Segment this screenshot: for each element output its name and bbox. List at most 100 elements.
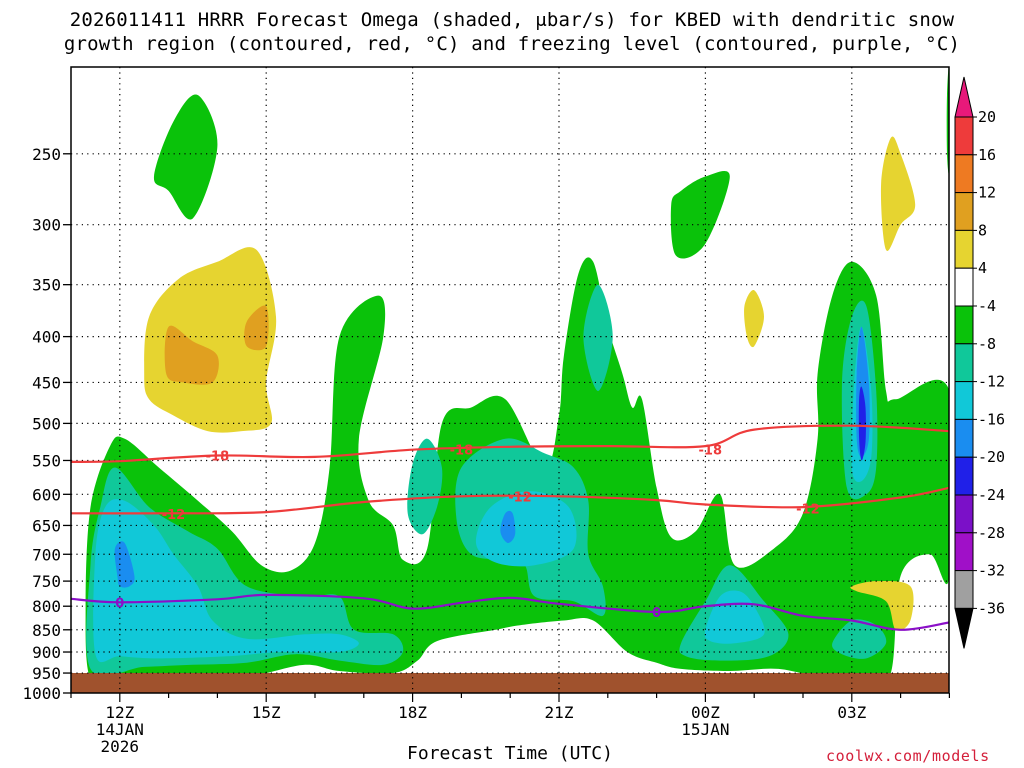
x-tick-label-15Z: 15Z: [226, 704, 306, 755]
colorbar-swatch-4: [954, 229, 974, 269]
contour-label-5: -12: [796, 502, 820, 517]
colorbar-swatch-9: [954, 418, 974, 458]
colorbar-label-9: -20: [978, 448, 1005, 466]
x-tick-label-03Z: 03Z: [812, 704, 892, 755]
x-tick-label-00Z: 00Z 15JAN: [665, 704, 745, 755]
colorbar-swatch-6: [954, 305, 974, 345]
y-axis-pressure-ticks: 250 300 350 400 450 500 550 600 650 700 750 800 850 9…: [22, 145, 71, 703]
colorbar-swatch-3: [954, 192, 974, 231]
y-tick-label-400: 400: [32, 328, 61, 347]
contour-label-7: 0: [652, 606, 661, 621]
colorbar-label-8: -16: [978, 410, 1005, 428]
omega-region--8-5: [407, 438, 443, 535]
colorbar-swatch-13: [954, 570, 974, 609]
x-tick-label-18Z: 18Z: [373, 704, 453, 755]
omega-region--4-1: [153, 94, 218, 220]
x-tick-text-18Z-1: [373, 721, 453, 738]
omega-region--8-7: [583, 284, 613, 391]
x-tick-text-18Z-0: 18Z: [398, 703, 428, 722]
x-tick-text-00Z-1: 15JAN: [681, 720, 730, 739]
colorbar-label-0: 20: [978, 108, 996, 126]
source-credit[interactable]: coolwx.com/models: [826, 747, 990, 765]
omega-region-4-24: [850, 580, 914, 631]
y-tick-label-350: 350: [32, 276, 61, 295]
omega-region--8-10: [832, 619, 887, 659]
colorbar-label-4: 4: [978, 259, 987, 277]
x-tick-label-12Z: 12Z 14JAN 2026: [80, 704, 160, 755]
contour-label-3: -12: [162, 508, 186, 523]
colorbar-top-arrow: [954, 76, 974, 118]
colorbar-label-11: -28: [978, 524, 1005, 542]
y-tick-label-250: 250: [32, 145, 61, 164]
chart-title-line2: growth region (contoured, red, °C) and f…: [63, 33, 961, 55]
x-axis-tick-marks: [70, 693, 951, 702]
omega-colorbar: 20 16 12 8 4 -4 -8 -12 -16 -20 -24 -28 -32 -36: [954, 76, 1005, 649]
y-tick-label-550: 550: [32, 451, 61, 470]
omega-region--4-2: [670, 170, 730, 259]
contour-label-6: 0: [115, 596, 124, 611]
x-tick-text-15Z-1: [226, 721, 306, 738]
y-tick-label-950: 950: [32, 664, 61, 683]
colorbar-label-5: -4: [978, 297, 996, 315]
omega-region-4-19: [144, 247, 277, 433]
omega-region--12-11: [93, 499, 359, 663]
omega-region--16-16: [500, 510, 516, 544]
x-tick-text-21Z-1: [519, 721, 599, 738]
contour-line--18: [71, 424, 949, 463]
y-tick-label-650: 650: [32, 516, 61, 535]
y-tick-label-800: 800: [32, 597, 61, 616]
omega-region-8-21: [244, 305, 269, 351]
x-tick-label-21Z: 21Z: [519, 704, 599, 755]
contour-label-4: -12: [508, 490, 532, 505]
colorbar-swatch-8: [954, 381, 974, 420]
y-tick-label-450: 450: [32, 373, 61, 392]
y-tick-label-700: 700: [32, 545, 61, 564]
y-tick-label-1000: 1000: [22, 684, 61, 703]
colorbar-label-2: 12: [978, 184, 996, 202]
colorbar-label-1: 16: [978, 146, 996, 164]
omega-region--12-12: [475, 491, 577, 567]
contour-line--12: [71, 486, 949, 515]
y-tick-label-600: 600: [32, 485, 61, 504]
contour-line-0: [71, 593, 949, 631]
y-tick-label-750: 750: [32, 572, 61, 591]
x-tick-text-03Z-0: 03Z: [837, 703, 867, 722]
chart-title-line1: 2026011411 HRRR Forecast Omega (shaded, …: [69, 9, 955, 31]
colorbar-label-12: -32: [978, 562, 1005, 580]
contour-label-2: -18: [699, 444, 723, 459]
colorbar-swatch-10: [954, 456, 974, 496]
contour-label-0: -18: [206, 449, 230, 464]
y-tick-label-900: 900: [32, 643, 61, 662]
omega-region-8-20: [164, 325, 219, 385]
colorbar-swatch-7: [954, 343, 974, 383]
grid-lines: [71, 67, 949, 693]
contour-label-1: -18: [450, 444, 474, 459]
colorbar-bottom-arrow: [954, 607, 974, 649]
colorbar-swatch-11: [954, 494, 974, 534]
x-tick-text-21Z-0: 21Z: [544, 703, 574, 722]
colorbar-swatch-1: [954, 116, 974, 156]
colorbar-swatch-12: [954, 532, 974, 572]
x-tick-text-12Z-2: 2026: [100, 737, 140, 756]
x-tick-text-15Z-2: [226, 738, 306, 755]
y-tick-label-500: 500: [32, 414, 61, 433]
colorbar-label-7: -12: [978, 373, 1005, 391]
x-tick-text-03Z-1: [812, 721, 892, 738]
x-axis-title: Forecast Time (UTC): [407, 743, 613, 764]
colorbar-label-6: -8: [978, 335, 996, 353]
y-tick-label-300: 300: [32, 216, 61, 235]
ground-below-surface: [71, 673, 949, 693]
omega-region--16-15: [114, 541, 135, 588]
x-tick-text-00Z-0: 00Z: [690, 703, 720, 722]
colorbar-label-3: 8: [978, 221, 987, 239]
colorbar-swatch-2: [954, 154, 974, 194]
omega-shading: [85, 67, 949, 686]
temperature-contours: -18 -18 -18 -12 -12 -12 0 0: [71, 424, 949, 631]
colorbar-label-10: -24: [978, 486, 1005, 504]
omega-region--20-18: [858, 386, 866, 461]
y-tick-label-850: 850: [32, 621, 61, 640]
omega-region-4-23: [744, 290, 764, 348]
omega-region-4-22: [880, 136, 916, 251]
colorbar-label-13: -36: [978, 599, 1005, 617]
